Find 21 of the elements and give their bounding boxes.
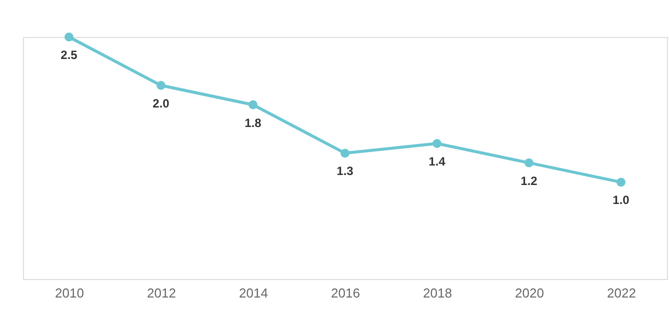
data-label: 1.0 (612, 193, 630, 208)
point (432, 139, 442, 148)
data-label: 1.4 (428, 154, 446, 168)
point (616, 178, 626, 187)
x-tick-label: 2016 (331, 286, 360, 300)
data-label: 1.8 (244, 116, 262, 130)
x-tick-label: 2012 (147, 286, 176, 300)
point (248, 100, 258, 110)
point (64, 32, 74, 42)
point (524, 158, 534, 168)
x-tick-label: 2020 (515, 286, 544, 300)
x-tick-label: 2022 (607, 286, 636, 300)
point (156, 80, 166, 90)
x-tick-label: 2010 (55, 286, 84, 300)
point (340, 148, 350, 158)
data-label: 2.5 (60, 48, 78, 62)
x-tick-label: 2018 (423, 286, 452, 300)
x-tick-label: 2014 (239, 286, 268, 300)
data-label: 2.0 (152, 96, 170, 110)
data-label: 1.2 (520, 174, 538, 188)
data-label: 1.3 (336, 164, 354, 178)
